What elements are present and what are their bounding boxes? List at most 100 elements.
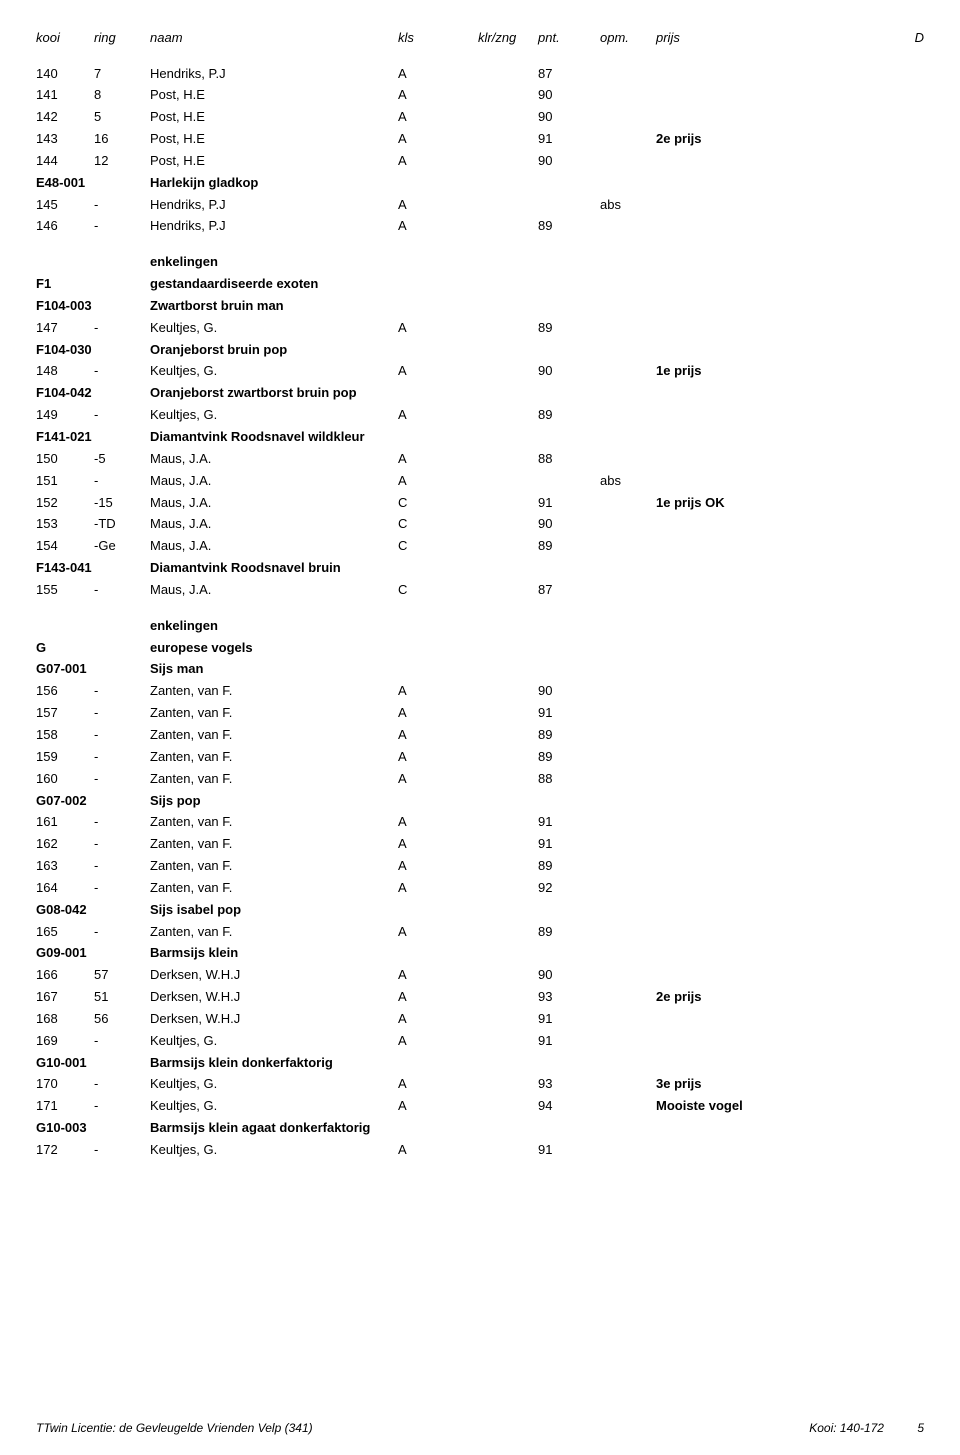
cell-opm xyxy=(600,1097,656,1116)
cell-kooi: E48-001 xyxy=(36,174,94,193)
cell-klrzng xyxy=(478,988,538,1007)
cell-kls: A xyxy=(398,130,478,149)
cell-opm xyxy=(600,792,656,811)
cell-kls: A xyxy=(398,217,478,236)
cell-kls: A xyxy=(398,406,478,425)
cell-kooi: 140 xyxy=(36,65,94,84)
cell-naam: Post, H.E xyxy=(150,130,398,149)
category-row: G10-001Barmsijs klein donkerfaktorig xyxy=(36,1052,924,1074)
cell-kls: A xyxy=(398,1010,478,1029)
cell-ring: -15 xyxy=(94,494,150,513)
cell-klrzng xyxy=(478,319,538,338)
cell-pnt: 89 xyxy=(538,748,600,767)
category-row: F141-021Diamantvink Roodsnavel wildkleur xyxy=(36,427,924,449)
cell-kls: A xyxy=(398,152,478,171)
cell-kooi: 152 xyxy=(36,494,94,513)
cell-prijs: 1e prijs xyxy=(656,362,886,381)
cell-naam: Zanten, van F. xyxy=(150,879,398,898)
cell-kooi: F104-003 xyxy=(36,297,94,316)
cell-d xyxy=(886,384,924,403)
cell-pnt: 91 xyxy=(538,494,600,513)
cell-kooi: F104-030 xyxy=(36,341,94,360)
cell-ring xyxy=(94,275,150,294)
cell-kls: A xyxy=(398,319,478,338)
cell-kls xyxy=(398,617,478,636)
cell-prijs xyxy=(656,770,886,789)
cell-pnt xyxy=(538,660,600,679)
table-row: 155-Maus, J.A.C87 xyxy=(36,579,924,601)
cell-pnt xyxy=(538,174,600,193)
cell-prijs xyxy=(656,1010,886,1029)
cell-d xyxy=(886,1097,924,1116)
cell-naam: Hendriks, P.J xyxy=(150,65,398,84)
cell-klrzng xyxy=(478,704,538,723)
cell-kls xyxy=(398,297,478,316)
table-row: 1418Post, H.EA90 xyxy=(36,85,924,107)
cell-prijs xyxy=(656,450,886,469)
category-row: G08-042Sijs isabel pop xyxy=(36,899,924,921)
cell-kooi: 156 xyxy=(36,682,94,701)
cell-kls: A xyxy=(398,1141,478,1160)
cell-kooi: 170 xyxy=(36,1075,94,1094)
cell-kls: C xyxy=(398,494,478,513)
cell-kooi: 143 xyxy=(36,130,94,149)
section-row: enkelingen xyxy=(36,615,924,637)
cell-naam: Barmsijs klein agaat donkerfaktorig xyxy=(150,1119,398,1138)
cell-kls: A xyxy=(398,770,478,789)
cell-prijs xyxy=(656,726,886,745)
cell-pnt: 89 xyxy=(538,406,600,425)
cell-ring: - xyxy=(94,770,150,789)
cell-ring xyxy=(94,253,150,272)
cell-pnt: 89 xyxy=(538,319,600,338)
cell-d xyxy=(886,901,924,920)
cell-kls: C xyxy=(398,537,478,556)
cell-kls xyxy=(398,792,478,811)
cell-kls xyxy=(398,384,478,403)
table-row: 149-Keultjes, G.A89 xyxy=(36,405,924,427)
cell-kls: A xyxy=(398,450,478,469)
cell-kooi: 144 xyxy=(36,152,94,171)
cell-kls xyxy=(398,901,478,920)
category-row: F104-042Oranjeborst zwartborst bruin pop xyxy=(36,383,924,405)
cell-kooi: G07-002 xyxy=(36,792,94,811)
cell-pnt xyxy=(538,901,600,920)
cell-klrzng xyxy=(478,275,538,294)
cell-ring: - xyxy=(94,406,150,425)
table-row: 16856Derksen, W.H.JA91 xyxy=(36,1008,924,1030)
cell-prijs xyxy=(656,792,886,811)
cell-ring: - xyxy=(94,1075,150,1094)
cell-d xyxy=(886,152,924,171)
cell-naam: Hendriks, P.J xyxy=(150,217,398,236)
cell-opm xyxy=(600,581,656,600)
cell-naam: enkelingen xyxy=(150,253,398,272)
table-row: 14412Post, H.EA90 xyxy=(36,150,924,172)
cell-ring: - xyxy=(94,217,150,236)
cell-d xyxy=(886,1032,924,1051)
cell-kooi: 141 xyxy=(36,86,94,105)
section-row: F1gestandaardiseerde exoten xyxy=(36,274,924,296)
category-row: G07-001Sijs man xyxy=(36,659,924,681)
cell-kls: A xyxy=(398,988,478,1007)
cell-klrzng xyxy=(478,748,538,767)
table-row: 172-Keultjes, G.A91 xyxy=(36,1140,924,1162)
cell-d xyxy=(886,879,924,898)
cell-d xyxy=(886,770,924,789)
cell-kooi: 161 xyxy=(36,813,94,832)
cell-klrzng xyxy=(478,726,538,745)
header-klrzng: klr/zng xyxy=(478,30,538,45)
table-row: 171-Keultjes, G.A94Mooiste vogel xyxy=(36,1096,924,1118)
cell-prijs xyxy=(656,835,886,854)
cell-opm xyxy=(600,406,656,425)
cell-opm xyxy=(600,813,656,832)
cell-ring: - xyxy=(94,923,150,942)
cell-klrzng xyxy=(478,108,538,127)
cell-d xyxy=(886,515,924,534)
cell-ring xyxy=(94,660,150,679)
cell-prijs xyxy=(656,1119,886,1138)
cell-opm xyxy=(600,130,656,149)
cell-d xyxy=(886,660,924,679)
cell-kooi: 171 xyxy=(36,1097,94,1116)
cell-kls: A xyxy=(398,857,478,876)
cell-d xyxy=(886,537,924,556)
cell-pnt xyxy=(538,792,600,811)
